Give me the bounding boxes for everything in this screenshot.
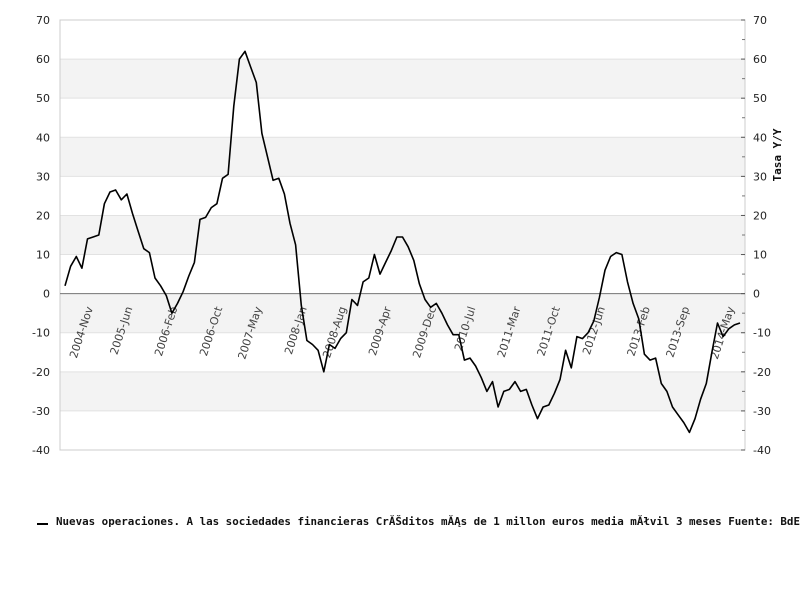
series-line [64,50,741,434]
y-tick-label-left: 70 [36,14,50,27]
y-tick-label-left: -10 [32,327,50,340]
grid-band [60,59,745,99]
y-axis-left: -40 -30 -20 -10 0 10 20 30 40 50 60 70 [32,14,50,457]
y-tick-label-right: 40 [753,131,767,144]
legend-entry: Nuevas operaciones. A las sociedades fin… [56,515,800,528]
y-tick-label-right: -40 [753,444,771,457]
y-tick-label-right: -20 [753,366,771,379]
y-tick-label-left: 50 [36,92,50,105]
y-tick-label-right: 60 [753,53,767,66]
y-tick-label-right: 50 [753,92,767,105]
y-tick-label-right: 30 [753,170,767,183]
y-tick-label-right: -30 [753,405,771,418]
y-tick-label-left: 30 [36,170,50,183]
y-tick-label-left: -40 [32,444,50,457]
y-tick-label-left: 0 [43,288,50,301]
grid-band [60,137,745,177]
grid-bands [60,59,745,411]
y-tick-label-right: 10 [753,249,767,262]
y-tick-label-right: 0 [753,288,760,301]
y-axis-right-title: Tasa Y/Y [771,128,784,181]
y-tick-label-left: 60 [36,53,50,66]
y-tick-label-left: 20 [36,209,50,222]
grid-band [60,215,745,255]
y-tick-label-left: -20 [32,366,50,379]
y-tick-label-left: 40 [36,131,50,144]
y-tick-label-right: 70 [753,14,767,27]
y-axis-right: -40 -30 -20 -10 0 10 20 30 40 50 60 70 [741,14,771,457]
grid-band [60,371,745,411]
y-tick-label-right: 20 [753,209,767,222]
grid-band [60,293,745,333]
y-tick-label-right: -10 [753,327,771,340]
y-tick-label-left: -30 [32,405,50,418]
y-tick-label-left: 10 [36,249,50,262]
